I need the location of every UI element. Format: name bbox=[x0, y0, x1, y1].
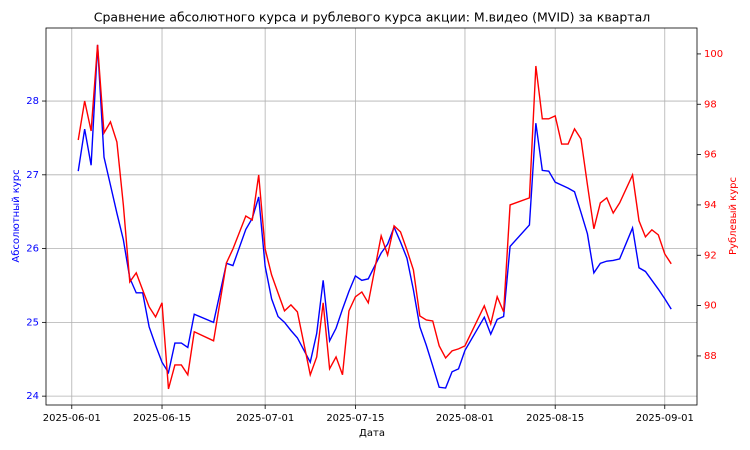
x-tick-label: 2025-08-15 bbox=[526, 413, 584, 424]
x-tick-label: 2025-07-15 bbox=[326, 413, 384, 424]
x-tick-label: 2025-07-01 bbox=[236, 413, 294, 424]
y-tick-label: 27 bbox=[26, 170, 39, 181]
y2-axis-label: Рублевый курс bbox=[728, 177, 739, 255]
x-tick-label: 2025-09-01 bbox=[636, 413, 694, 424]
y2-tick-label: 100 bbox=[704, 49, 723, 60]
y2-tick-label: 88 bbox=[704, 351, 717, 362]
data-line bbox=[77, 44, 672, 390]
y2-tick-label: 92 bbox=[704, 250, 717, 261]
y2-tick-label: 96 bbox=[704, 150, 717, 161]
y2-tick-label: 98 bbox=[704, 99, 717, 110]
x-tick-label: 2025-08-01 bbox=[436, 413, 494, 424]
x-tick-label: 2025-06-01 bbox=[43, 413, 101, 424]
y-axis-label: Абсолютный курс bbox=[11, 169, 22, 262]
y-tick-label: 28 bbox=[26, 96, 39, 107]
chart-title: Сравнение абсолютного курса и рублевого … bbox=[94, 10, 650, 25]
x-tick-label: 2025-06-15 bbox=[133, 413, 191, 424]
y-tick-label: 26 bbox=[26, 244, 39, 255]
y-tick-label: 25 bbox=[26, 317, 39, 328]
y2-tick-label: 90 bbox=[704, 301, 717, 312]
y2-tick-label: 94 bbox=[704, 200, 717, 211]
plot-frame bbox=[45, 27, 698, 406]
y-tick-label: 24 bbox=[26, 391, 39, 402]
x-axis-label: Дата bbox=[359, 428, 385, 439]
